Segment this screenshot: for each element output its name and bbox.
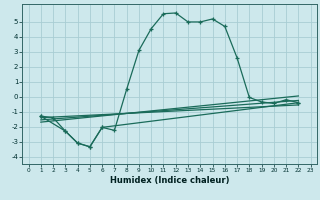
X-axis label: Humidex (Indice chaleur): Humidex (Indice chaleur) bbox=[110, 176, 229, 185]
